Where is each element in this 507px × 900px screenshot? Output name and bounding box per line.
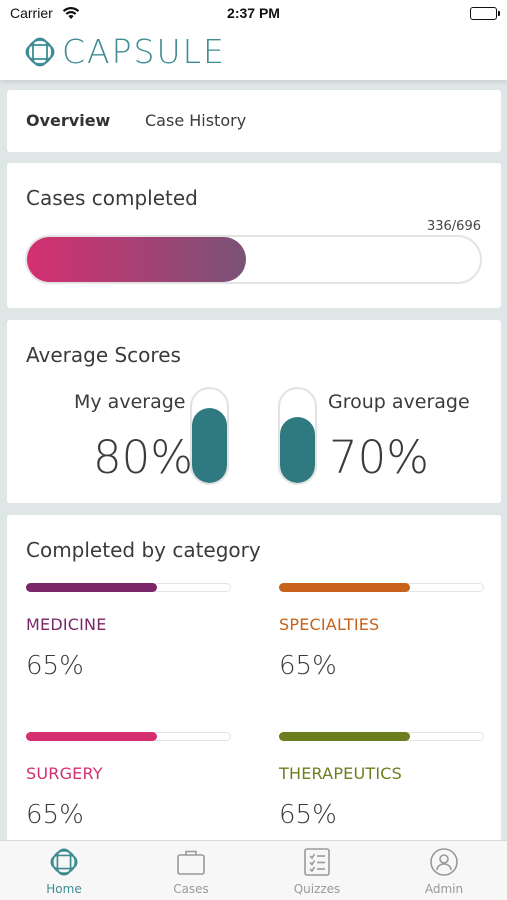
category-progress-track — [278, 731, 484, 741]
my-average-gauge — [190, 387, 229, 485]
battery-icon — [470, 7, 500, 20]
my-average-label: My average — [74, 391, 186, 413]
category-name: SURGERY — [26, 764, 103, 783]
tab-overview[interactable]: Overview — [26, 111, 111, 130]
category-progress-fill — [278, 731, 411, 741]
cases-progress-track — [25, 235, 482, 284]
category-progress-track — [25, 731, 231, 741]
group-average-gauge — [278, 387, 317, 485]
user-badge-icon — [430, 848, 458, 876]
tabbar-label: Admin — [424, 882, 464, 896]
bottom-tab-bar: Home Cases Quizzes — [0, 840, 507, 900]
app-logo: CAPSULE — [24, 34, 226, 70]
logo-wordmark: CAPSULE — [62, 32, 226, 71]
category-value: 65% — [279, 800, 337, 830]
category-progress-track — [278, 582, 484, 592]
clock: 2:37 PM — [227, 5, 280, 21]
tabbar-label: Cases — [173, 882, 209, 896]
cases-completed-title: Cases completed — [26, 186, 198, 210]
category-name: MEDICINE — [26, 615, 107, 634]
tabbar-home[interactable]: Home — [14, 847, 114, 900]
category-value: 65% — [26, 651, 84, 681]
group-average-label: Group average — [328, 391, 470, 413]
tabbar-cases[interactable]: Cases — [141, 847, 241, 900]
briefcase-icon — [177, 850, 205, 875]
globe-icon — [50, 848, 78, 876]
categories-title: Completed by category — [26, 538, 261, 562]
tabbar-label: Quizzes — [293, 882, 341, 896]
category-value: 65% — [26, 800, 84, 830]
app-header: Carrier 2:37 PM CAPSULE — [0, 0, 507, 80]
average-scores-card: Average Scores My average 80% Group aver… — [7, 320, 501, 503]
tab-case-history[interactable]: Case History — [145, 111, 247, 130]
tabbar-admin[interactable]: Admin — [394, 847, 494, 900]
tabbar-label: Home — [46, 882, 82, 896]
average-scores-title: Average Scores — [26, 343, 181, 367]
my-average-value: 80% — [93, 431, 194, 484]
tabbar-quizzes[interactable]: Quizzes — [267, 847, 367, 900]
cases-ratio: 336/696 — [426, 219, 481, 234]
category-progress-fill — [278, 582, 411, 592]
category-name: THERAPEUTICS — [279, 764, 403, 783]
category-value: 65% — [279, 651, 337, 681]
group-average-gauge-fill — [280, 417, 315, 483]
wifi-icon — [62, 5, 80, 24]
category-progress-track — [25, 582, 231, 592]
group-average-value: 70% — [329, 431, 430, 484]
category-name: SPECIALTIES — [279, 615, 380, 634]
carrier-label: Carrier — [10, 5, 53, 21]
cases-completed-card: Cases completed 336/696 — [7, 163, 501, 308]
category-progress-fill — [25, 731, 158, 741]
capsule-logo-icon — [25, 37, 55, 67]
checklist-icon — [304, 848, 330, 876]
category-progress-fill — [25, 582, 158, 592]
status-bar: Carrier 2:37 PM — [0, 0, 507, 28]
cases-progress-fill — [27, 237, 246, 282]
overview-tabs: Overview Case History — [7, 90, 501, 152]
categories-card: Completed by category MEDICINE 65% SPECI… — [7, 515, 501, 845]
my-average-gauge-fill — [192, 407, 227, 483]
